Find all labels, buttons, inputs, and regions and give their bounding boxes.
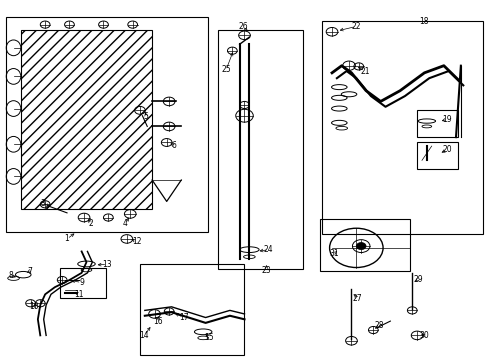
Text: 12: 12 xyxy=(132,237,141,246)
Text: 29: 29 xyxy=(412,275,422,284)
Text: 13: 13 xyxy=(102,260,112,269)
Bar xyxy=(322,21,482,234)
Text: 2: 2 xyxy=(89,220,94,229)
Text: 7: 7 xyxy=(27,267,32,276)
Text: 18: 18 xyxy=(419,17,428,26)
Bar xyxy=(140,264,244,355)
Bar xyxy=(21,30,152,208)
Text: 25: 25 xyxy=(221,66,230,75)
Text: 30: 30 xyxy=(419,331,428,340)
Text: 24: 24 xyxy=(264,245,273,254)
Text: 22: 22 xyxy=(351,22,360,31)
Text: 1: 1 xyxy=(64,234,69,243)
Text: 5: 5 xyxy=(143,112,148,121)
Text: 9: 9 xyxy=(79,278,84,287)
Bar xyxy=(60,267,106,298)
Bar xyxy=(319,219,409,271)
Text: 31: 31 xyxy=(329,249,339,258)
Text: 21: 21 xyxy=(360,67,369,76)
Bar xyxy=(416,111,458,137)
Text: 4: 4 xyxy=(122,220,127,229)
Bar xyxy=(416,143,458,169)
Text: 17: 17 xyxy=(179,313,188,322)
Bar xyxy=(217,30,302,269)
Text: 11: 11 xyxy=(74,290,84,299)
Text: 19: 19 xyxy=(442,115,451,124)
Bar xyxy=(6,18,207,232)
Text: 28: 28 xyxy=(374,321,384,330)
Text: 6: 6 xyxy=(171,141,176,150)
Text: 3: 3 xyxy=(40,199,45,208)
Text: 23: 23 xyxy=(261,266,271,275)
Circle shape xyxy=(356,243,366,249)
Text: 26: 26 xyxy=(238,22,248,31)
Text: 20: 20 xyxy=(442,145,451,154)
Text: 15: 15 xyxy=(204,333,213,342)
Text: 14: 14 xyxy=(139,331,149,340)
Text: 8: 8 xyxy=(9,271,14,280)
Text: 10: 10 xyxy=(30,302,39,311)
Text: 27: 27 xyxy=(352,294,362,303)
Text: 16: 16 xyxy=(153,316,163,325)
